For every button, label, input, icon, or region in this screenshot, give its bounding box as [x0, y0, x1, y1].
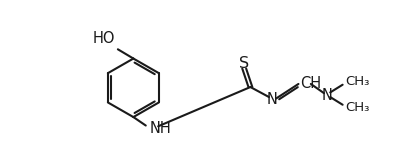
Text: CH₃: CH₃ [345, 75, 369, 88]
Text: N: N [267, 92, 277, 107]
Text: NH: NH [150, 121, 171, 136]
Text: N: N [322, 88, 332, 103]
Text: HO: HO [92, 31, 115, 46]
Text: S: S [239, 56, 249, 71]
Text: CH: CH [300, 76, 321, 91]
Text: CH₃: CH₃ [345, 101, 369, 114]
